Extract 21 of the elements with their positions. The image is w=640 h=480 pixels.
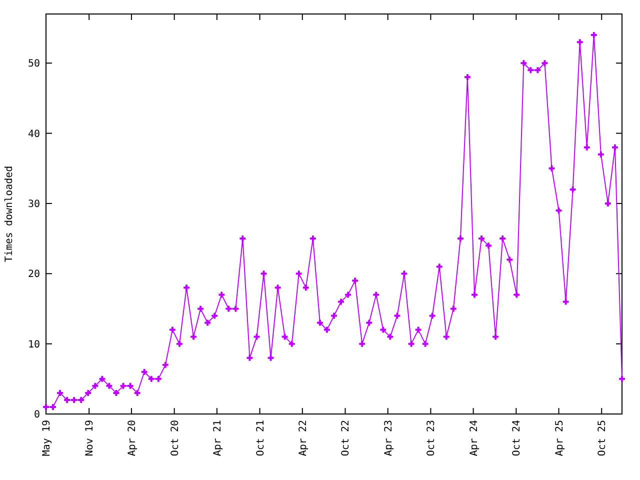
x-tick-label: Apr 20	[126, 420, 138, 456]
x-tick-label: Oct 22	[340, 420, 352, 456]
x-tick-label: Oct 25	[597, 420, 608, 456]
y-tick-label: 10	[28, 339, 40, 350]
y-axis-title: Times downloaded	[4, 166, 15, 262]
x-tick-label: May 19	[42, 420, 52, 456]
x-tick-label: Apr 22	[298, 420, 309, 456]
y-tick-label: 20	[28, 269, 40, 280]
x-tick-label: Oct 24	[512, 420, 523, 456]
y-tick-label: 0	[34, 410, 40, 420]
x-tick-label: Oct 20	[170, 420, 181, 456]
x-tick-label: Oct 23	[426, 420, 438, 456]
x-tick-label: Nov 19	[84, 420, 96, 456]
y-tick-label: 40	[28, 128, 40, 140]
y-tick-label: 30	[28, 198, 40, 210]
x-tick-label: Apr 23	[383, 420, 394, 456]
y-tick-label: 50	[28, 58, 40, 70]
x-tick-label: Apr 24	[468, 420, 480, 456]
x-tick-label: Apr 25	[554, 420, 566, 456]
x-tick-label: Oct 21	[255, 420, 266, 456]
x-tick-label: Apr 21	[212, 420, 224, 456]
